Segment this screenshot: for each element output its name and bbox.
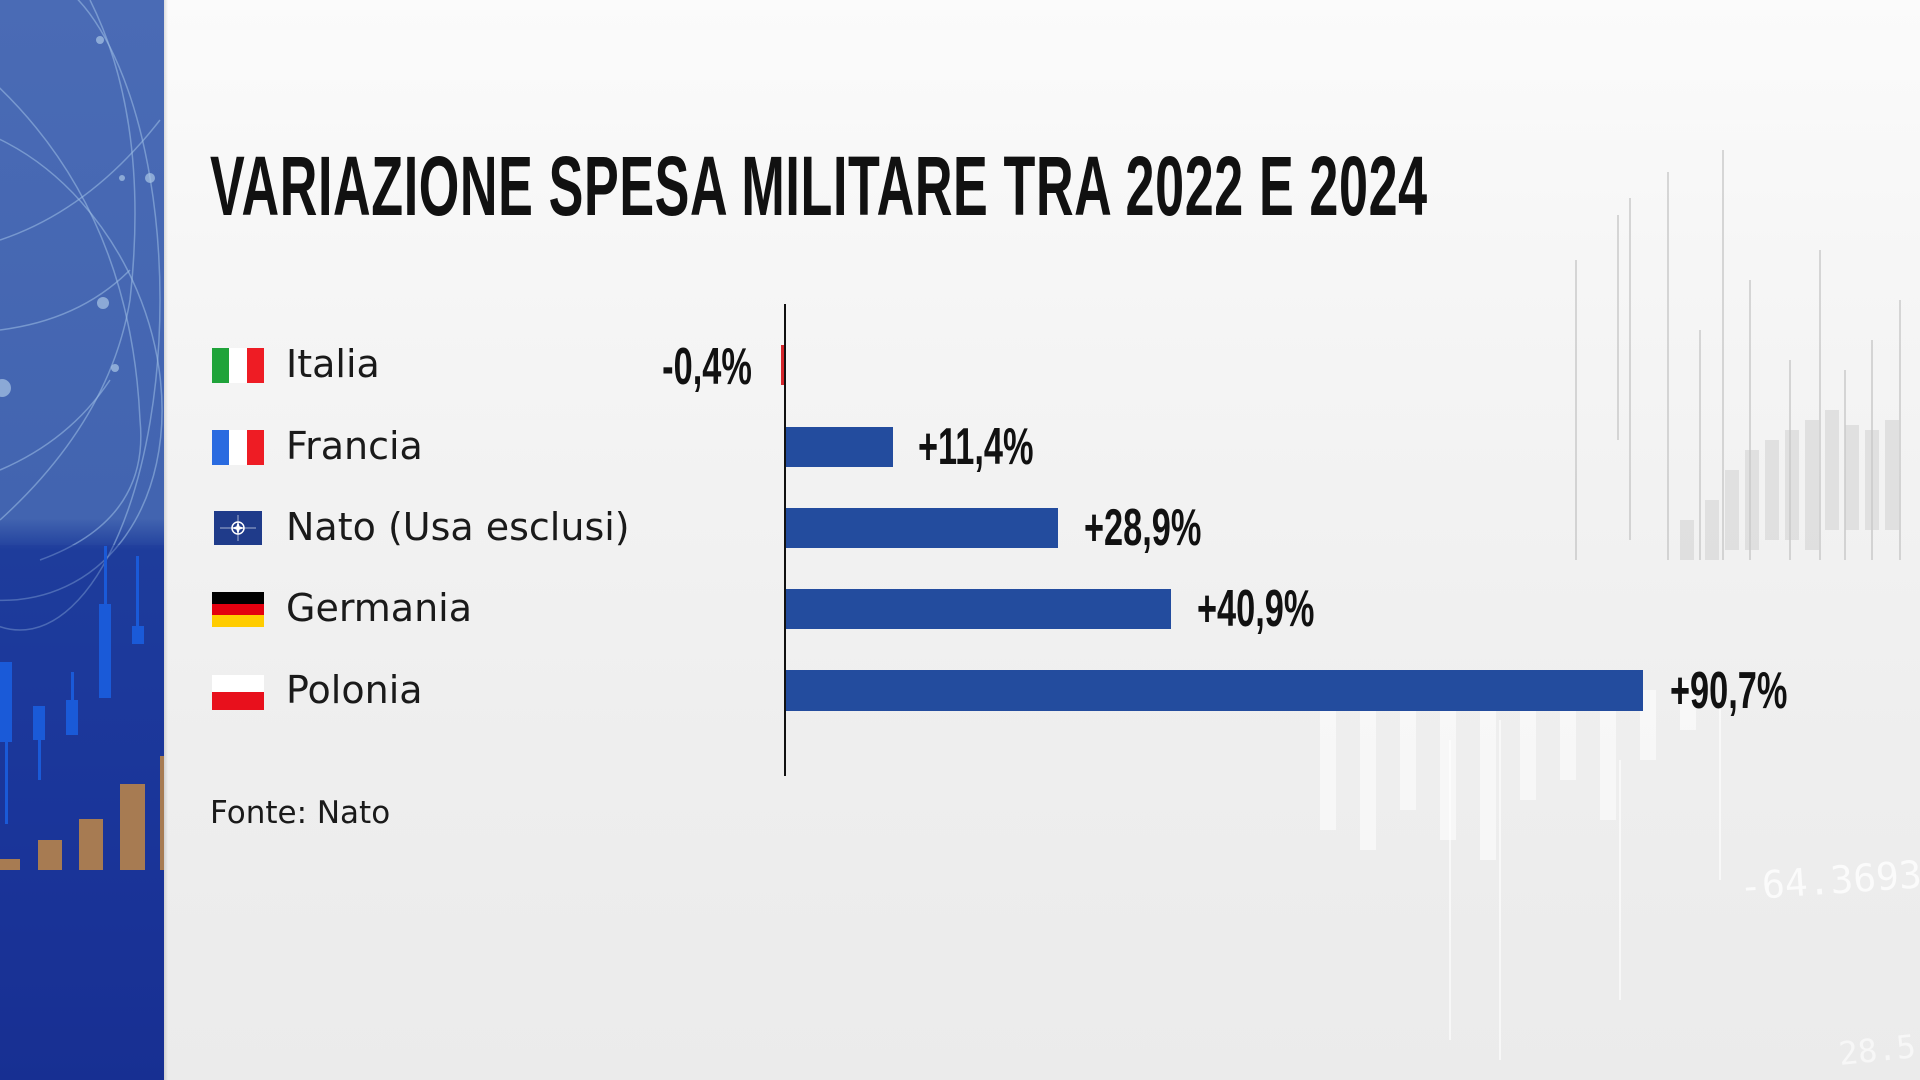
chart-row-polonia: Polonia +90,7% bbox=[0, 662, 1920, 720]
italy-flag-icon bbox=[212, 348, 264, 383]
bar bbox=[786, 427, 893, 467]
value-label: +11,4% bbox=[918, 418, 1034, 476]
ticker-number: 28.5 bbox=[1837, 1027, 1918, 1073]
ticker-number: -64.3693 bbox=[1738, 852, 1920, 909]
poland-flag-icon bbox=[212, 675, 264, 710]
value-label: -0,4% bbox=[662, 338, 752, 396]
chart-row-germania: Germania +40,9% bbox=[0, 580, 1920, 638]
globe-network-decoration bbox=[0, 0, 164, 1080]
source-note: Fonte: Nato bbox=[210, 795, 391, 831]
panel-edge-shadow bbox=[164, 0, 168, 1080]
chart-row-nato: Nato (Usa esclusi) +28,9% bbox=[0, 499, 1920, 557]
candlestick-background-decoration: -64.3693 28.5 bbox=[1320, 150, 1920, 1073]
value-label: +40,9% bbox=[1197, 580, 1315, 638]
zero-axis-line bbox=[784, 304, 786, 776]
germany-flag-icon bbox=[212, 592, 264, 627]
country-label: Nato (Usa esclusi) bbox=[286, 505, 630, 549]
value-label: +28,9% bbox=[1084, 499, 1202, 557]
bar bbox=[786, 670, 1643, 711]
chart-row-francia: Francia +11,4% bbox=[0, 418, 1920, 476]
france-flag-icon bbox=[212, 430, 264, 465]
value-label: +90,7% bbox=[1670, 662, 1788, 720]
bar-negative bbox=[781, 345, 784, 385]
bar bbox=[786, 508, 1058, 548]
decorative-side-panel bbox=[0, 0, 164, 1080]
chart-title: VARIAZIONE SPESA MILITARE TRA 2022 E 202… bbox=[210, 139, 1428, 233]
bar bbox=[786, 589, 1171, 629]
country-label: Francia bbox=[286, 424, 423, 468]
nato-flag-icon bbox=[214, 511, 262, 545]
country-label: Italia bbox=[286, 342, 380, 386]
country-label: Germania bbox=[286, 586, 473, 630]
country-label: Polonia bbox=[286, 668, 423, 712]
chart-row-italia: Italia -0,4% bbox=[0, 339, 1920, 395]
